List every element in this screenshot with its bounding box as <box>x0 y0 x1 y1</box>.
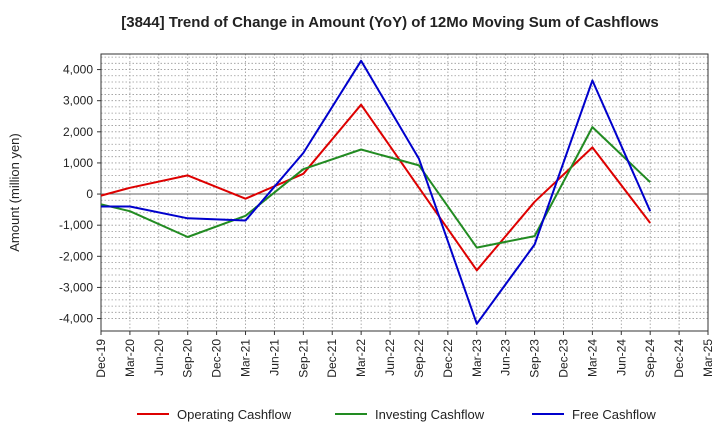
x-tick-label: Dec-23 <box>556 339 570 378</box>
x-tick-label: Sep-20 <box>181 339 195 378</box>
y-tick-label: 4,000 <box>63 63 93 77</box>
x-tick-label: Sep-21 <box>296 339 310 378</box>
series-line-operating-cashflow <box>100 103 651 272</box>
y-tick-label: 3,000 <box>63 94 93 108</box>
x-tick-label: Sep-24 <box>643 339 657 378</box>
grid <box>100 54 709 331</box>
x-tick-label: Mar-21 <box>239 339 253 377</box>
x-tick-label: Dec-20 <box>210 339 224 378</box>
y-tick-label: -4,000 <box>59 312 93 326</box>
plot-area <box>100 53 709 332</box>
x-tick-label: Sep-23 <box>528 339 542 378</box>
x-tick-label: Jun-22 <box>383 339 397 376</box>
x-tick-label: Mar-20 <box>123 339 137 377</box>
series-line-investing-cashflow <box>100 126 651 249</box>
x-tick-label: Jun-21 <box>267 339 281 376</box>
y-tick-label: 1,000 <box>63 156 93 170</box>
x-tick-label: Dec-19 <box>94 339 108 378</box>
x-tick-label: Mar-23 <box>470 339 484 377</box>
y-axis-title: Amount (million yen) <box>7 133 22 252</box>
x-tick-label: Dec-21 <box>325 339 339 378</box>
y-tick-label: -1,000 <box>59 218 93 232</box>
legend-label: Investing Cashflow <box>375 407 485 422</box>
series-line-free-cashflow <box>101 59 652 325</box>
x-tick-label: Sep-22 <box>412 339 426 378</box>
x-tick-label: Jun-24 <box>614 339 628 376</box>
y-tick-label: 2,000 <box>63 125 93 139</box>
y-tick-label: 0 <box>86 187 93 201</box>
y-tick-label: -2,000 <box>59 249 93 263</box>
x-tick-label: Dec-22 <box>441 339 455 378</box>
x-tick-label: Jun-20 <box>152 339 166 376</box>
x-tick-label: Dec-24 <box>672 339 686 378</box>
x-tick-label: Mar-25 <box>701 339 715 377</box>
legend-label: Operating Cashflow <box>177 407 292 422</box>
x-tick-label: Mar-22 <box>354 339 368 377</box>
x-tick-label: Mar-24 <box>585 339 599 377</box>
legend: Operating Cashflow Investing Cashflow Free… <box>137 407 656 422</box>
series-lines <box>100 59 652 325</box>
axes: -4,000 -3,000 -2,000 -1,000 0 1,000 2,000 3,000… <box>7 63 715 378</box>
y-tick-label: -3,000 <box>59 280 93 294</box>
chart-title: [3844] Trend of Change in Amount (YoY) o… <box>121 14 659 31</box>
legend-label: Free Cashflow <box>572 407 656 422</box>
x-tick-label: Jun-23 <box>499 339 513 376</box>
